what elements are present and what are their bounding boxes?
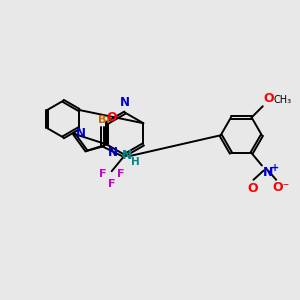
Text: N: N bbox=[120, 96, 130, 109]
Text: +: + bbox=[271, 163, 279, 173]
Text: N: N bbox=[76, 127, 86, 140]
Text: F: F bbox=[108, 178, 116, 189]
Text: N: N bbox=[122, 149, 133, 163]
Text: F: F bbox=[117, 169, 125, 178]
Text: F: F bbox=[99, 169, 106, 178]
Text: CH₃: CH₃ bbox=[274, 95, 292, 105]
Text: O: O bbox=[247, 182, 258, 195]
Text: O: O bbox=[264, 92, 274, 105]
Text: H: H bbox=[130, 158, 140, 167]
Text: O: O bbox=[106, 112, 117, 124]
Text: N: N bbox=[262, 167, 273, 179]
Text: Br: Br bbox=[98, 115, 112, 125]
Text: O⁻: O⁻ bbox=[272, 181, 290, 194]
Text: N: N bbox=[108, 146, 118, 159]
